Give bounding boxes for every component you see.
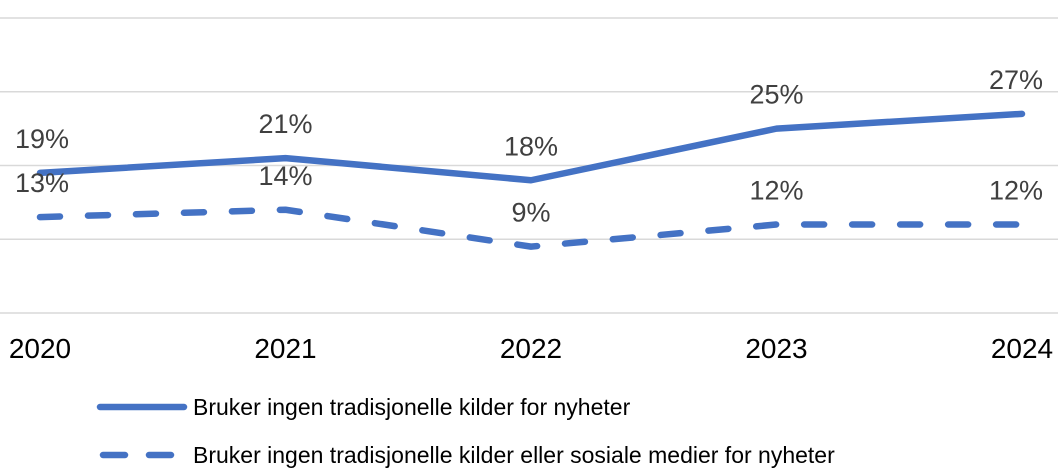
legend-label-dashed: Bruker ingen tradisjonelle kilder eller … [193, 442, 835, 468]
series-line-solid [36, 110, 1026, 184]
data-label-solid-2022: 18% [504, 131, 558, 161]
data-labels-dashed: 13% 14% 9% 12% 12% [15, 161, 1043, 228]
data-label-dashed-2021: 14% [258, 161, 312, 191]
x-axis-label-2024: 2024 [991, 333, 1053, 364]
data-label-dashed-2022: 9% [511, 198, 550, 228]
data-label-solid-2021: 21% [258, 109, 312, 139]
data-label-dashed-2020: 13% [15, 168, 69, 198]
x-axis-label-2021: 2021 [254, 333, 316, 364]
x-axis-label-2022: 2022 [500, 333, 562, 364]
x-axis-labels: 2020 2021 2022 2023 2024 [9, 333, 1053, 364]
series-line-dashed [36, 206, 1026, 250]
x-axis-label-2020: 2020 [9, 333, 71, 364]
data-label-solid-2023: 25% [749, 80, 803, 110]
legend-label-solid: Bruker ingen tradisjonelle kilder for ny… [193, 394, 631, 420]
data-label-dashed-2024: 12% [989, 176, 1043, 206]
legend: Bruker ingen tradisjonelle kilder for ny… [96, 394, 835, 468]
data-label-dashed-2023: 12% [749, 176, 803, 206]
data-label-solid-2024: 27% [989, 65, 1043, 95]
data-label-solid-2020: 19% [15, 124, 69, 154]
data-labels-solid: 19% 21% 18% 25% 27% [15, 65, 1043, 161]
x-axis-label-2023: 2023 [745, 333, 807, 364]
